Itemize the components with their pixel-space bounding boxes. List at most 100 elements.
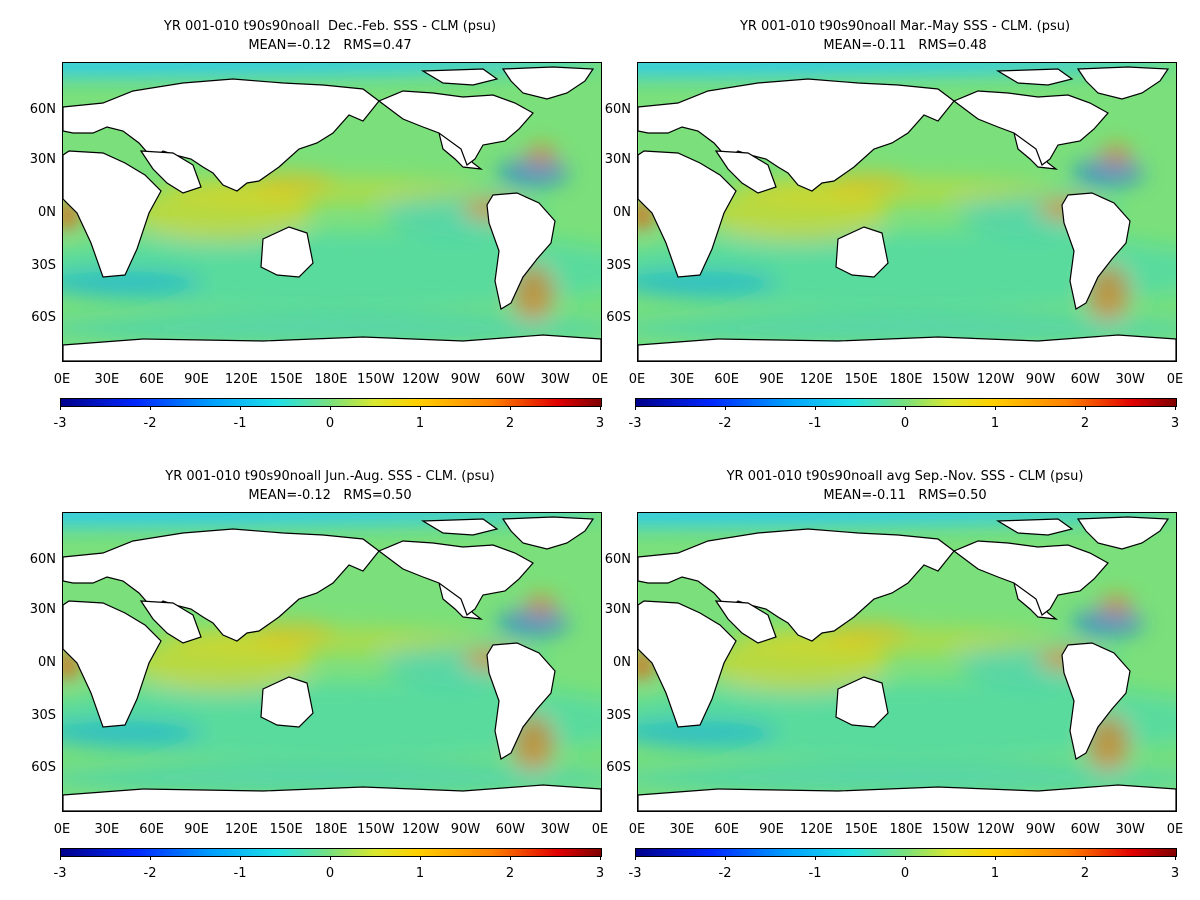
panel-title: YR 001-010 t90s90noall Mar.-May SSS - CL… (739, 19, 1071, 34)
latitude-label: 30S (606, 258, 631, 273)
longitude-label: 180E (889, 822, 923, 837)
colorbar-label: -1 (808, 866, 822, 881)
sss-anomaly-map (637, 512, 1177, 812)
anomaly-patch (638, 314, 1176, 342)
land-mass (952, 90, 1109, 166)
longitude-label: 150W (356, 372, 395, 387)
longitude-label: 0E (1166, 822, 1184, 837)
longitude-label: 30E (669, 372, 695, 387)
colorbar-label: 0 (900, 866, 910, 881)
anomaly-patch (1100, 595, 1132, 615)
colorbar-label: -2 (143, 866, 157, 881)
land-mass (501, 516, 595, 550)
colorbar-tick (1175, 856, 1176, 860)
colorbar-label: 1 (415, 866, 425, 881)
longitude-label: 60E (714, 372, 740, 387)
latitude-label: 0N (613, 205, 631, 220)
anomaly-patch (63, 314, 601, 342)
land-mass (1076, 516, 1170, 550)
longitude-label: 120W (401, 372, 440, 387)
map-panel: YR 001-010 t90s90noall Mar.-May SSS - CL… (575, 0, 1184, 450)
longitude-label: 150E (269, 822, 303, 837)
anomaly-patch (525, 145, 557, 165)
colorbar (635, 398, 1177, 407)
land-mass (63, 528, 380, 642)
longitude-label: 120W (976, 372, 1015, 387)
land-mass (995, 518, 1074, 536)
land-mass (486, 642, 556, 760)
panel-title: YR 001-010 t90s90noall Dec.-Feb. SSS - C… (163, 19, 497, 34)
anomaly-patch (253, 621, 333, 645)
colorbar-tick (510, 406, 511, 410)
panel-stats: MEAN=-0.11 RMS=0.48 (823, 38, 987, 53)
colorbar-label: 0 (325, 416, 335, 431)
longitude-label: 30W (540, 372, 570, 387)
colorbar-tick (60, 406, 61, 410)
map-panel: YR 001-010 t90s90noall Dec.-Feb. SSS - C… (0, 0, 609, 450)
land-mass (638, 600, 737, 728)
colorbar-label: -3 (628, 416, 642, 431)
land-mass (501, 66, 595, 100)
colorbar-tick (1085, 406, 1086, 410)
longitude-label: 120E (224, 822, 258, 837)
colorbar-label: 2 (505, 866, 515, 881)
anomaly-patch (638, 513, 1176, 527)
colorbar-tick (330, 856, 331, 860)
colorbar-tick (635, 406, 636, 410)
anomaly-patch (525, 595, 557, 615)
longitude-label: 30E (669, 822, 695, 837)
land-mass (1076, 66, 1170, 100)
colorbar-label: 1 (990, 416, 1000, 431)
anomaly-patch (497, 159, 569, 187)
land-mass (1061, 642, 1131, 760)
latitude-label: 60N (29, 102, 56, 117)
longitude-label: 60W (495, 822, 526, 837)
map-canvas (63, 513, 601, 811)
longitude-label: 120E (224, 372, 258, 387)
latitude-label: 0N (38, 655, 56, 670)
land-mass (638, 334, 1176, 361)
colorbar-label: -2 (143, 416, 157, 431)
anomaly-patch (1072, 159, 1144, 187)
panel-stats: MEAN=-0.12 RMS=0.47 (248, 38, 412, 53)
longitude-label: 30E (94, 372, 120, 387)
latitude-label: 30N (604, 602, 631, 617)
longitude-label: 180E (314, 822, 348, 837)
longitude-label: 120E (799, 822, 833, 837)
land-mass (63, 784, 601, 811)
colorbar-label: 0 (900, 416, 910, 431)
colorbar-tick (995, 406, 996, 410)
colorbar-label: 3 (595, 866, 605, 881)
colorbar-label: -1 (233, 866, 247, 881)
anomaly-patch (638, 231, 1176, 311)
anomaly-patch (63, 231, 601, 311)
land-mass (63, 78, 380, 192)
colorbar-tick (995, 856, 996, 860)
anomaly-patch (63, 63, 601, 77)
land-mass (377, 90, 534, 166)
land-mass (139, 600, 202, 644)
colorbar-label: -1 (233, 416, 247, 431)
anomaly-patch (638, 63, 1176, 77)
latitude-label: 60S (31, 310, 56, 325)
latitude-label: 30N (604, 152, 631, 167)
map-canvas (638, 513, 1176, 811)
colorbar-tick (420, 406, 421, 410)
colorbar-label: -1 (808, 416, 822, 431)
anomaly-patch (828, 171, 908, 195)
map-canvas (638, 63, 1176, 361)
longitude-label: 0E (628, 822, 646, 837)
panel-stats: MEAN=-0.11 RMS=0.50 (823, 488, 987, 503)
colorbar-tick (1175, 406, 1176, 410)
colorbar-label: 1 (415, 416, 425, 431)
anomaly-patch (253, 171, 333, 195)
colorbar-label: 3 (1170, 866, 1180, 881)
anomaly-patch (828, 621, 908, 645)
latitude-label: 60S (606, 760, 631, 775)
colorbar-label: -2 (718, 866, 732, 881)
latitude-label: 30S (606, 708, 631, 723)
latitude-label: 60S (606, 310, 631, 325)
colorbar-label: -3 (628, 866, 642, 881)
map-canvas (63, 63, 601, 361)
latitude-label: 60N (29, 552, 56, 567)
